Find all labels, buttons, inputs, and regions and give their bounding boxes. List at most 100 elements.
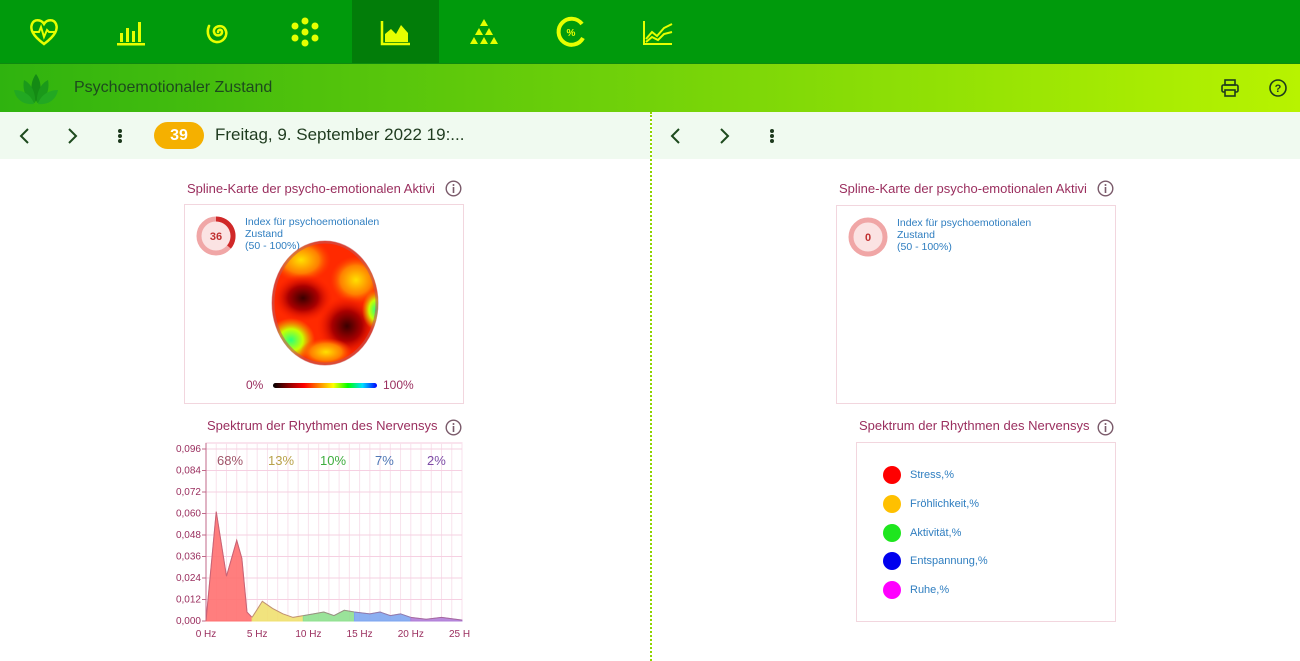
spectrum-line-joy [251, 600, 304, 618]
next-button[interactable] [59, 123, 85, 149]
spectrum-line-stress [205, 511, 253, 622]
x-tick-label: 0 Hz [196, 629, 217, 640]
legend-dot [883, 495, 901, 513]
svg-text:%: % [566, 28, 575, 39]
nav-spiral[interactable] [174, 0, 261, 63]
legend-item-relaxation: Entspannung,% [883, 551, 988, 571]
spectrum-title: Spektrum der Rhythmen des Nervensys [207, 418, 438, 433]
band-percent-calm: 2% [427, 453, 446, 468]
index-label: Index für psychoemotionalen Zustand [897, 217, 1032, 241]
nav-triangle-dots[interactable] [440, 0, 527, 63]
chevron-right-icon [68, 128, 78, 144]
more-menu-button[interactable] [759, 123, 785, 149]
legend-dot [883, 581, 901, 599]
x-tick-label: 15 Hz [347, 629, 373, 640]
y-tick-label: 0,084 [176, 466, 201, 477]
printer-icon [1221, 79, 1239, 97]
page-title: Psychoemotionaler Zustand [74, 79, 273, 96]
area-chart-icon [380, 20, 410, 45]
color-scale-bar [273, 383, 377, 388]
session-date: Freitag, 9. September 2022 19:... [215, 125, 465, 144]
legend-item-activity: Aktivität,% [883, 523, 961, 543]
nav-area-chart[interactable] [352, 0, 439, 63]
bar-chart-icon [116, 21, 145, 45]
more-vertical-icon [118, 129, 122, 143]
spectrum-title: Spektrum der Rhythmen des Nervensys [859, 418, 1090, 433]
spline-map-title: Spline-Karte der psycho-emotionalen Akti… [839, 181, 1087, 196]
x-tick-label: 5 Hz [247, 629, 268, 640]
gauge-value: 0 [865, 232, 871, 244]
info-icon[interactable] [445, 180, 462, 197]
lotus-logo-icon [14, 74, 58, 105]
x-tick-label: 25 Hz [449, 629, 470, 640]
y-tick-label: 0,012 [176, 595, 201, 606]
spline-map-title: Spline-Karte der psycho-emotionalen Akti… [187, 181, 435, 196]
nav-percent-ring[interactable]: % [527, 0, 614, 63]
line-chart-icon [642, 20, 672, 45]
previous-button[interactable] [663, 123, 689, 149]
x-tick-label: 10 Hz [295, 629, 321, 640]
legend-item-stress: Stress,% [883, 465, 954, 485]
chevron-right-icon [720, 128, 730, 144]
nav-bar-chart[interactable] [87, 0, 174, 63]
index-gauge: 0 [848, 217, 888, 257]
spiral-icon [206, 24, 228, 43]
spectrum-line-calm [410, 616, 463, 621]
print-button[interactable] [1218, 76, 1242, 100]
y-tick-label: 0,072 [176, 487, 201, 498]
nav-line-chart[interactable] [614, 0, 701, 63]
scale-max-label: 100% [383, 378, 414, 392]
band-percent-relaxation: 7% [375, 453, 394, 468]
flower-dots-icon [291, 17, 318, 46]
band-percent-joy: 13% [268, 453, 295, 468]
spectrum-line-relaxation [354, 611, 411, 618]
help-button[interactable]: ? [1266, 76, 1290, 100]
spectrum-line-activity [303, 609, 355, 617]
next-button[interactable] [711, 123, 737, 149]
legend-label: Ruhe,% [910, 584, 950, 596]
left-toolbar: 39 Freitag, 9. September 2022 19:... [0, 112, 650, 159]
index-label: Index für psychoemotionalen Zustand [245, 216, 380, 240]
heart-pulse-icon [29, 18, 58, 46]
spectrum-legend-card: Stress,% Fröhlichkeit,% Aktivität,% Ents… [856, 442, 1116, 622]
legend-label: Stress,% [910, 469, 955, 481]
more-vertical-icon [770, 129, 774, 143]
index-range: (50 - 100%) [245, 240, 300, 252]
info-icon[interactable] [1097, 419, 1114, 436]
y-tick-label: 0,036 [176, 552, 201, 563]
percent-ring-icon: % [556, 16, 585, 47]
spline-map-card: 36 Index für psychoemotionalen Zustand (… [184, 204, 464, 404]
chevron-left-icon [670, 128, 680, 144]
day-badge: 39 [154, 122, 204, 149]
svg-text:?: ? [1275, 83, 1282, 95]
y-tick-label: 0,024 [176, 573, 201, 584]
triangle-dots-icon [469, 18, 498, 44]
page-header: Psychoemotionaler Zustand ? [0, 63, 1300, 112]
info-icon[interactable] [445, 419, 462, 436]
band-percent-stress: 68% [217, 453, 244, 468]
legend-dot [883, 524, 901, 542]
y-tick-label: 0,096 [176, 444, 201, 455]
info-icon[interactable] [1097, 180, 1114, 197]
nav-heart-pulse[interactable] [0, 0, 87, 63]
spline-map-card: 0 Index für psychoemotionalen Zustand (5… [836, 205, 1116, 404]
nav-flower-dots[interactable] [261, 0, 348, 63]
band-percent-activity: 10% [320, 453, 347, 468]
plot-area [205, 442, 463, 622]
y-tick-label: 0,048 [176, 530, 201, 541]
more-menu-button[interactable] [107, 123, 133, 149]
spline-heatmap [271, 240, 379, 366]
chevron-left-icon [19, 128, 29, 144]
right-toolbar [652, 112, 1300, 159]
x-tick-label: 20 Hz [398, 629, 424, 640]
y-tick-label: 0,060 [176, 509, 201, 520]
spectrum-chart: 0,000 0,012 0,024 0,036 0,048 0,060 0,072 0,084… [176, 442, 470, 640]
legend-dot [883, 466, 901, 484]
scale-min-label: 0% [246, 378, 264, 392]
previous-button[interactable] [12, 123, 38, 149]
question-icon: ? [1269, 79, 1287, 97]
top-navigation: % [0, 0, 1300, 63]
legend-label: Aktivität,% [910, 527, 962, 539]
index-gauge: 36 [196, 216, 236, 256]
legend-dot [883, 552, 901, 570]
